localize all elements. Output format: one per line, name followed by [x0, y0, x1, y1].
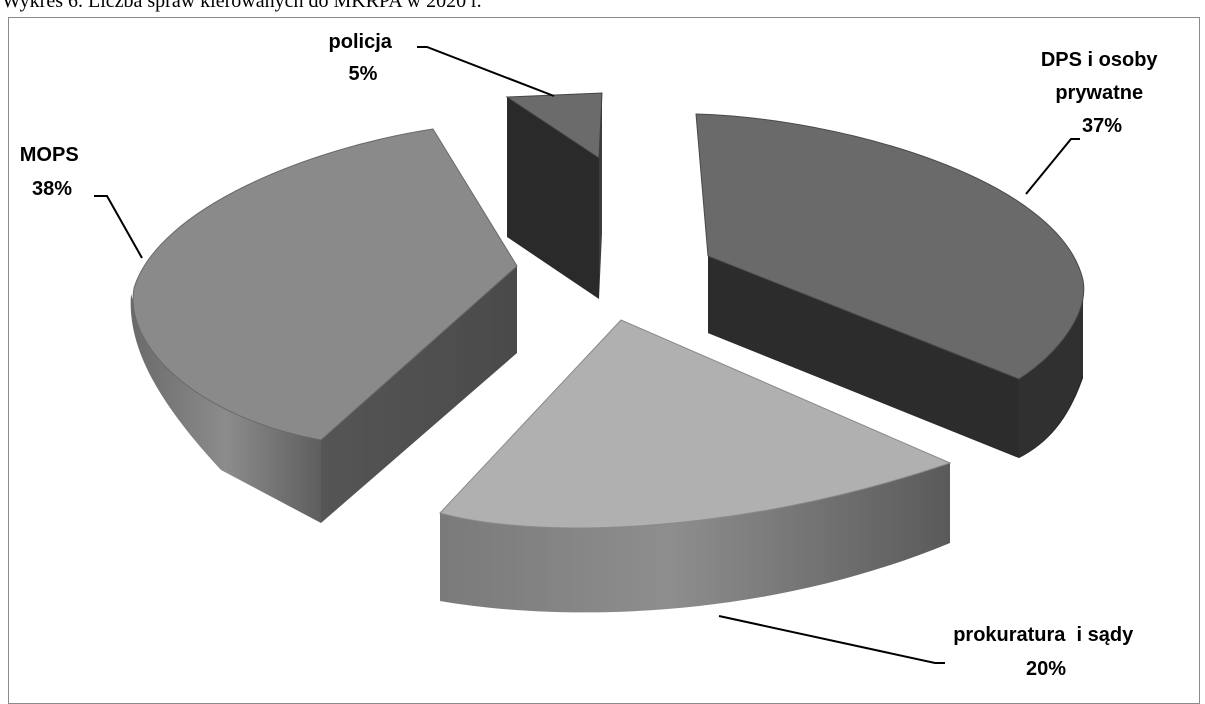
slice-dps	[695, 113, 1085, 458]
slice-dps-rim	[1019, 280, 1085, 458]
slice-label-prokuratura-name: prokuratura i sądy	[953, 624, 1134, 646]
slice-policja	[505, 92, 603, 299]
slice-dps-front	[708, 256, 1019, 458]
leader-line-dps	[1025, 138, 1080, 195]
slice-label-dps: DPS i osoby prywatne 37%	[1041, 49, 1163, 137]
slice-label-mops-name: MOPS	[20, 144, 79, 166]
leader-line-prokuratura	[718, 615, 945, 664]
slice-prokuratura-side	[440, 463, 950, 613]
slice-label-policja-name: policja	[329, 31, 393, 53]
slice-prokuratura-top	[439, 319, 952, 529]
slice-mops	[130, 128, 518, 523]
pie-chart: policja 5% DPS i osoby prywatne 37% MOPS…	[20, 31, 1163, 680]
slice-dps-top	[695, 113, 1085, 380]
slice-policja-side	[507, 97, 599, 299]
slice-label-dps-value: 37%	[1082, 115, 1122, 137]
slice-label-dps-name-2: prywatne	[1055, 82, 1143, 104]
leader-line-mops	[94, 195, 143, 259]
leader-lines	[94, 46, 1080, 664]
slice-label-policja: policja 5%	[329, 31, 398, 85]
slice-mops-top	[132, 128, 518, 441]
slice-label-prokuratura: prokuratura i sądy 20%	[953, 624, 1139, 680]
slice-mops-cut	[321, 266, 517, 523]
slice-label-mops-value: 38%	[32, 178, 72, 200]
slice-label-mops: MOPS 38%	[20, 144, 84, 200]
slice-prokuratura	[439, 319, 952, 613]
slice-label-policja-value: 5%	[349, 63, 378, 85]
slice-label-prokuratura-value: 20%	[1026, 658, 1066, 680]
slice-label-dps-name-1: DPS i osoby	[1041, 49, 1159, 71]
leader-line-policja	[417, 46, 555, 97]
chart-area: policja 5% DPS i osoby prywatne 37% MOPS…	[8, 17, 1200, 704]
slice-policja-front	[599, 93, 602, 299]
chart-caption: Wykres 6. Liczba spraw kierowanych do MK…	[2, 0, 482, 12]
